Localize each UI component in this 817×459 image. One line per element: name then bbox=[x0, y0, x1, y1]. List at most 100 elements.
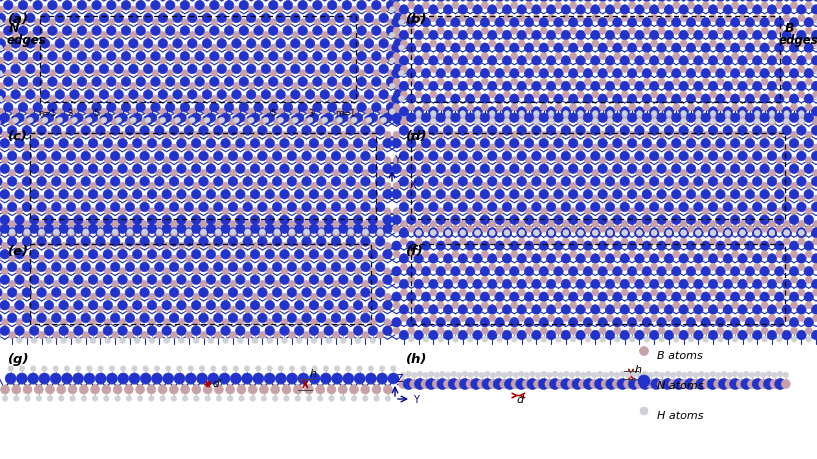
Circle shape bbox=[545, 380, 554, 389]
Circle shape bbox=[708, 126, 718, 136]
Circle shape bbox=[118, 215, 127, 225]
Circle shape bbox=[621, 16, 628, 22]
Circle shape bbox=[346, 237, 355, 247]
Circle shape bbox=[59, 139, 69, 149]
Circle shape bbox=[717, 337, 723, 342]
Circle shape bbox=[203, 84, 211, 90]
Circle shape bbox=[277, 109, 284, 116]
Circle shape bbox=[519, 230, 525, 236]
Circle shape bbox=[584, 208, 592, 215]
Circle shape bbox=[395, 84, 402, 90]
Circle shape bbox=[130, 58, 137, 65]
Circle shape bbox=[605, 177, 615, 187]
Circle shape bbox=[547, 280, 556, 289]
Circle shape bbox=[25, 65, 35, 75]
Circle shape bbox=[791, 337, 797, 342]
Circle shape bbox=[0, 139, 10, 149]
Circle shape bbox=[813, 170, 817, 177]
Circle shape bbox=[562, 117, 569, 124]
Circle shape bbox=[230, 281, 236, 288]
Circle shape bbox=[270, 96, 277, 103]
Circle shape bbox=[340, 294, 347, 301]
Circle shape bbox=[547, 264, 555, 271]
Circle shape bbox=[736, 380, 745, 389]
Text: (f): (f) bbox=[406, 245, 424, 257]
Circle shape bbox=[203, 58, 211, 65]
Circle shape bbox=[500, 380, 509, 389]
Circle shape bbox=[235, 224, 245, 234]
Circle shape bbox=[9, 256, 16, 263]
Circle shape bbox=[283, 1, 292, 11]
Circle shape bbox=[380, 7, 387, 14]
Circle shape bbox=[279, 275, 289, 285]
Circle shape bbox=[547, 152, 556, 162]
Circle shape bbox=[408, 157, 415, 164]
Circle shape bbox=[181, 385, 190, 394]
Circle shape bbox=[51, 313, 61, 323]
Circle shape bbox=[7, 313, 17, 323]
Circle shape bbox=[387, 96, 395, 103]
Circle shape bbox=[274, 196, 280, 202]
Circle shape bbox=[437, 79, 444, 86]
Circle shape bbox=[333, 221, 340, 228]
Circle shape bbox=[502, 82, 511, 92]
Circle shape bbox=[92, 78, 101, 87]
Circle shape bbox=[451, 139, 460, 149]
Circle shape bbox=[681, 112, 686, 117]
Circle shape bbox=[217, 90, 226, 100]
Circle shape bbox=[328, 45, 336, 52]
Circle shape bbox=[393, 302, 400, 309]
Circle shape bbox=[598, 190, 607, 200]
Circle shape bbox=[614, 251, 621, 258]
Circle shape bbox=[423, 337, 429, 342]
Circle shape bbox=[331, 228, 341, 238]
Circle shape bbox=[459, 41, 467, 48]
Circle shape bbox=[811, 280, 817, 289]
Circle shape bbox=[679, 330, 689, 340]
Circle shape bbox=[171, 221, 177, 228]
Circle shape bbox=[201, 230, 207, 235]
Circle shape bbox=[159, 84, 167, 90]
Circle shape bbox=[185, 230, 192, 237]
Circle shape bbox=[287, 228, 297, 238]
Circle shape bbox=[437, 183, 444, 190]
Circle shape bbox=[430, 289, 437, 297]
Circle shape bbox=[539, 241, 548, 251]
Circle shape bbox=[430, 92, 437, 99]
Circle shape bbox=[598, 114, 607, 123]
Circle shape bbox=[73, 373, 83, 384]
Circle shape bbox=[29, 275, 39, 285]
Circle shape bbox=[598, 95, 607, 104]
Circle shape bbox=[459, 145, 467, 151]
Circle shape bbox=[613, 380, 622, 389]
Circle shape bbox=[50, 373, 61, 384]
Circle shape bbox=[385, 396, 391, 402]
Circle shape bbox=[281, 268, 288, 275]
Circle shape bbox=[355, 338, 361, 344]
Circle shape bbox=[240, 45, 248, 52]
Text: (b): (b) bbox=[406, 13, 427, 26]
Circle shape bbox=[252, 243, 258, 250]
Circle shape bbox=[394, 65, 404, 75]
Circle shape bbox=[475, 119, 480, 125]
Circle shape bbox=[708, 56, 718, 66]
Circle shape bbox=[725, 41, 731, 48]
Circle shape bbox=[169, 288, 179, 297]
Circle shape bbox=[206, 250, 216, 259]
Circle shape bbox=[163, 373, 174, 384]
Circle shape bbox=[150, 78, 160, 87]
Circle shape bbox=[474, 67, 481, 73]
Circle shape bbox=[167, 71, 174, 78]
Circle shape bbox=[694, 177, 703, 187]
Circle shape bbox=[431, 231, 436, 236]
Circle shape bbox=[247, 39, 256, 49]
Circle shape bbox=[754, 112, 760, 117]
Circle shape bbox=[422, 157, 430, 164]
Circle shape bbox=[281, 294, 288, 301]
Circle shape bbox=[215, 170, 221, 177]
Circle shape bbox=[708, 330, 718, 340]
Circle shape bbox=[200, 306, 207, 313]
Circle shape bbox=[165, 52, 175, 62]
Circle shape bbox=[348, 230, 354, 235]
Circle shape bbox=[479, 372, 484, 378]
